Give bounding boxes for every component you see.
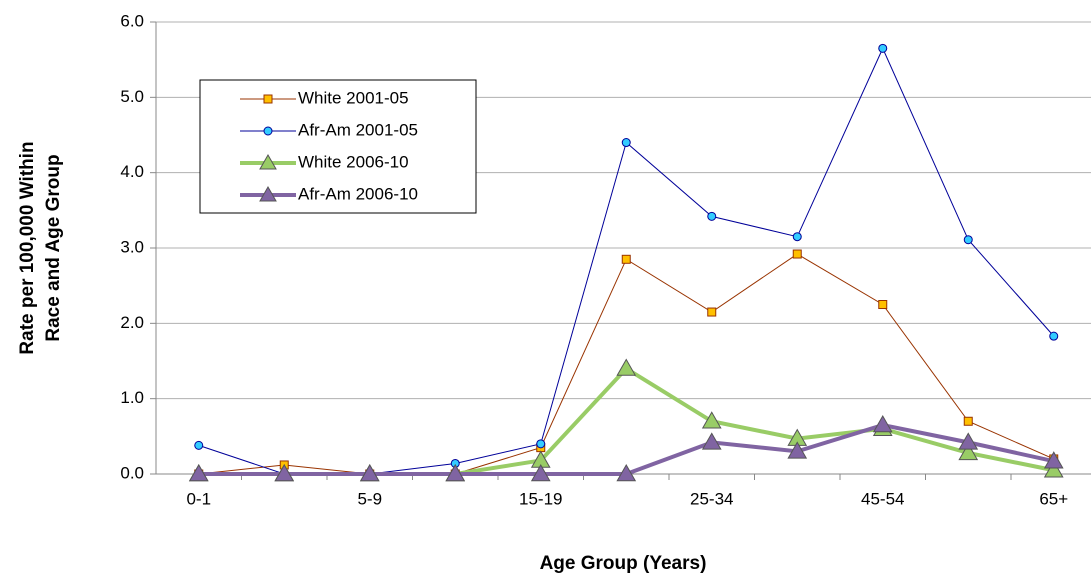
marker: [621, 254, 631, 264]
marker: [878, 300, 888, 309]
y-tick-label: 3.0: [120, 237, 144, 256]
marker: [1043, 451, 1064, 469]
marker: [701, 411, 722, 429]
legend-label: White 2006-10: [298, 152, 409, 171]
marker: [707, 211, 717, 221]
legend-marker: [259, 153, 277, 170]
marker: [1043, 460, 1064, 478]
marker: [701, 432, 722, 450]
marker: [359, 463, 380, 482]
x-tick-label: 65+: [1039, 489, 1068, 508]
x-tick-label: 25-34: [690, 489, 733, 508]
marker: [445, 463, 466, 482]
series-line: [198, 365, 1055, 476]
y-tick-label: 6.0: [120, 11, 144, 30]
marker: [621, 138, 631, 148]
marker: [872, 415, 893, 433]
marker: [536, 439, 546, 449]
y-tick-label: 2.0: [120, 313, 144, 332]
y-axis-title: Race and Age Group: [43, 154, 64, 341]
legend-label: Afr-Am 2001-05: [298, 120, 418, 139]
y-tick-label: 1.0: [120, 388, 144, 407]
y-axis-title: Rate per 100,000 Within: [17, 141, 38, 354]
marker: [963, 235, 973, 245]
marker: [616, 358, 637, 376]
marker: [958, 432, 979, 450]
marker: [530, 463, 551, 482]
marker: [878, 43, 888, 53]
legend-label: White 2001-05: [298, 88, 409, 107]
x-tick-label: 0-1: [186, 489, 211, 508]
marker: [188, 463, 209, 482]
marker: [274, 463, 295, 482]
marker: [792, 249, 802, 259]
marker: [707, 307, 717, 317]
x-tick-label: 45-54: [861, 489, 904, 508]
marker: [1049, 331, 1059, 341]
legend: White 2001-05 Afr-Am 2001-05 White 2006-10…: [199, 79, 477, 214]
y-tick-label: 5.0: [120, 87, 144, 106]
y-tick-label: 4.0: [120, 162, 144, 181]
marker: [616, 463, 637, 482]
marker: [787, 441, 808, 459]
legend-marker: [263, 94, 273, 104]
legend-marker: [263, 126, 273, 136]
marker: [963, 416, 973, 426]
legend-box: [199, 79, 477, 214]
legend-marker: [259, 185, 277, 202]
x-tick-label: 15-19: [519, 489, 562, 508]
x-tick-label: 5-9: [357, 489, 382, 508]
y-tick-label: 0.0: [120, 463, 144, 482]
legend-label: Afr-Am 2006-10: [298, 184, 418, 203]
marker: [792, 232, 802, 242]
x-axis-title: Age Group (Years): [540, 553, 707, 574]
marker: [958, 442, 979, 461]
marker: [194, 440, 204, 450]
